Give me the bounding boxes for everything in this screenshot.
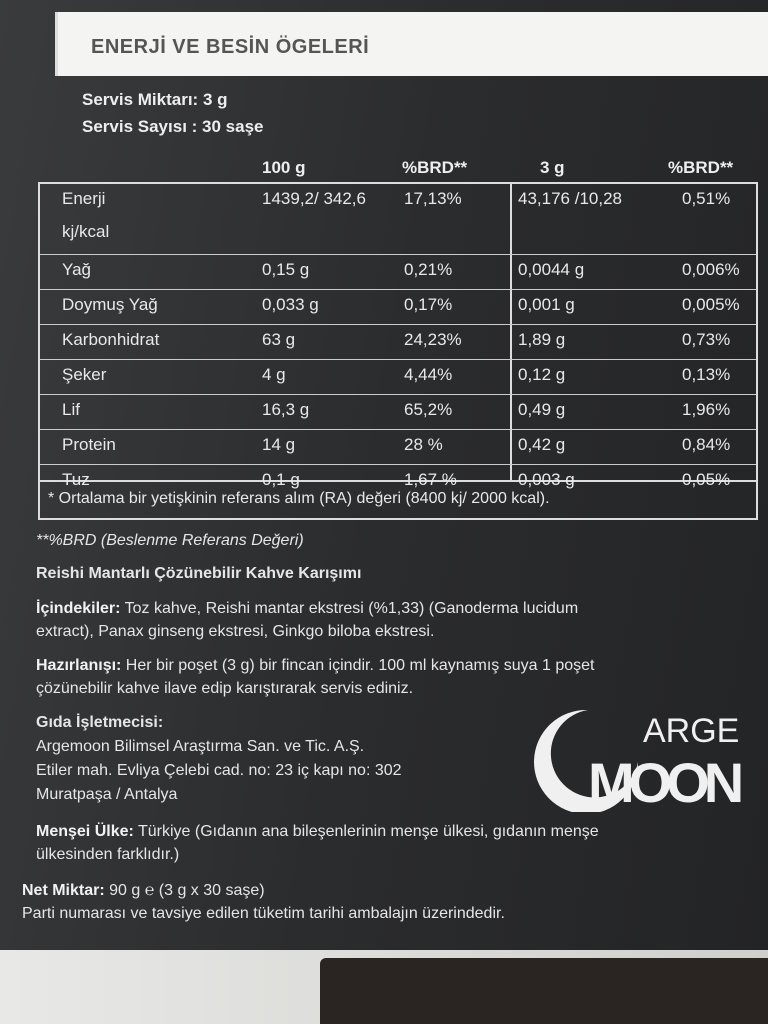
brd-3g: 0,13% [682, 365, 731, 384]
brd-3g: 0,73% [682, 330, 731, 349]
table-row: Tuz 0,1 g 1,67 % 0,003 g 0,05% [40, 464, 756, 489]
label-title: ENERJİ VE BESİN ÖGELERİ [91, 36, 370, 58]
net-label: Net Miktar: [22, 882, 105, 899]
product-name: Reishi Mantarlı Çözünebilir Kahve Karışı… [36, 565, 362, 582]
col-header: %BRD** [402, 158, 468, 177]
origin-line2: ülkesinden farklıdır.) [36, 846, 180, 863]
svg-text:MOON: MOON [588, 751, 741, 812]
brd-100g: 0,17% [404, 295, 453, 314]
nutrient-name: Enerji [62, 189, 106, 208]
brd-note: **%BRD (Beslenme Referans Değeri) [36, 532, 304, 549]
value-3g: 0,42 g [518, 435, 566, 454]
brd-3g: 1,96% [682, 400, 731, 419]
value-100g: 0,1 g [262, 470, 300, 489]
operator-label: Gıda İşletmecisi: [36, 714, 164, 731]
col-header: 3 g [540, 158, 565, 177]
value-100g: 0,033 g [262, 295, 319, 314]
value-3g: 43,176 /10,28 [518, 189, 622, 208]
origin: Menşei Ülke: Türkiye (Gıdanın ana bileşe… [36, 821, 599, 843]
preparation-line2: çözünebilir kahve ilave edip karıştırara… [36, 680, 414, 697]
origin-label: Menşei Ülke: [36, 823, 134, 840]
net-quantity: Net Miktar: 90 g ℮ (3 g x 30 saşe) [22, 880, 265, 902]
brd-100g: 65,2% [404, 400, 453, 419]
ingredients: İçindekiler: Toz kahve, Reishi mantar ek… [36, 598, 578, 620]
nutrition-label: ENERJİ VE BESİN ÖGELERİ Servis Miktarı: … [0, 0, 768, 950]
value-3g: 0,49 g [518, 400, 566, 419]
brd-100g: 17,13% [404, 189, 462, 208]
operator-line3: Muratpaşa / Antalya [36, 786, 178, 803]
value-100g: 16,3 g [262, 400, 310, 419]
serving-count: Servis Sayısı : 30 saşe [82, 117, 264, 136]
operator-line2: Etiler mah. Evliya Çelebi cad. no: 23 iç… [36, 762, 402, 779]
value-100g: 1439,2/ 342,6 [262, 189, 366, 208]
svg-text:ARGE: ARGE [643, 712, 739, 750]
brd-3g: 0,05% [682, 470, 731, 489]
brd-100g: 24,23% [404, 330, 462, 349]
argemoon-logo: ARGE MOON [534, 709, 747, 812]
value-100g: 14 g [262, 435, 296, 454]
table-row: Protein 14 g 28 % 0,42 g 0,84% [40, 429, 756, 465]
brd-100g: 4,44% [404, 365, 453, 384]
brd-3g: 0,84% [682, 435, 731, 454]
table-row: Karbonhidrat 63 g 24,23% 1,89 g 0,73% [40, 324, 756, 360]
nutrient-name: Protein [62, 435, 116, 454]
col-header: 100 g [262, 158, 306, 177]
brd-3g: 0,005% [682, 295, 740, 314]
value-100g: 4 g [262, 365, 286, 384]
nutrient-name: Şeker [62, 365, 107, 384]
value-3g: 1,89 g [518, 330, 566, 349]
table-row: Şeker 4 g 4,44% 0,12 g 0,13% [40, 359, 756, 395]
value-3g: 0,003 g [518, 470, 575, 489]
net-value: 90 g ℮ (3 g x 30 saşe) [104, 882, 265, 899]
nutrient-name: Tuz [62, 470, 90, 489]
table-row: Lif 16,3 g 65,2% 0,49 g 1,96% [40, 394, 756, 430]
col-header: %BRD** [668, 158, 734, 177]
brd-100g: 28 % [404, 435, 443, 454]
ra-note: * Ortalama bir yetişkinin referans alım … [38, 482, 758, 520]
value-100g: 0,15 g [262, 260, 310, 279]
nutrient-name: Yağ [62, 260, 91, 279]
brd-3g: 0,51% [682, 189, 731, 208]
title-band: ENERJİ VE BESİN ÖGELERİ [55, 12, 768, 76]
package-edge [320, 958, 768, 1024]
table-row: Enerji 1439,2/ 342,6 17,13% 43,176 /10,28 0,… [40, 184, 756, 254]
prep-text: Her bir poşet (3 g) bir fincan içindir. … [121, 657, 595, 674]
brd-3g: 0,006% [682, 260, 740, 279]
origin-text: Türkiye (Gıdanın ana bileşenlerinin menş… [133, 823, 599, 840]
value-3g: 0,0044 g [518, 260, 585, 279]
value-3g: 0,001 g [518, 295, 575, 314]
operator-line1: Argemoon Bilimsel Araştırma San. ve Tic.… [36, 738, 365, 755]
ingredients-text: Toz kahve, Reishi mantar ekstresi (%1,33… [120, 600, 579, 617]
nutrient-name: Lif [62, 400, 80, 419]
nutrient-name: Karbonhidrat [62, 330, 160, 349]
value-100g: 63 g [262, 330, 296, 349]
brd-100g: 0,21% [404, 260, 453, 279]
ingredients-label: İçindekiler: [36, 600, 121, 617]
brd-100g: 1,67 % [404, 470, 457, 489]
serving-size: Servis Miktarı: 3 g [82, 90, 228, 109]
nutrient-name: Doymuş Yağ [62, 295, 158, 314]
energy-unit: kj/kcal [62, 222, 110, 241]
value-3g: 0,12 g [518, 365, 566, 384]
table-row: Doymuş Yağ 0,033 g 0,17% 0,001 g 0,005% [40, 289, 756, 325]
prep-label: Hazırlanışı: [36, 657, 122, 674]
ingredients-line2: extract), Panax ginseng ekstresi, Ginkgo… [36, 623, 435, 640]
nutrition-table: Enerji 1439,2/ 342,6 17,13% 43,176 /10,28 0,… [38, 182, 758, 489]
column-divider [510, 184, 512, 480]
table-row: Yağ 0,15 g 0,21% 0,0044 g 0,006% [40, 254, 756, 290]
lot-note: Parti numarası ve tavsiye edilen tüketim… [22, 905, 505, 922]
preparation: Hazırlanışı: Her bir poşet (3 g) bir fin… [36, 655, 594, 677]
